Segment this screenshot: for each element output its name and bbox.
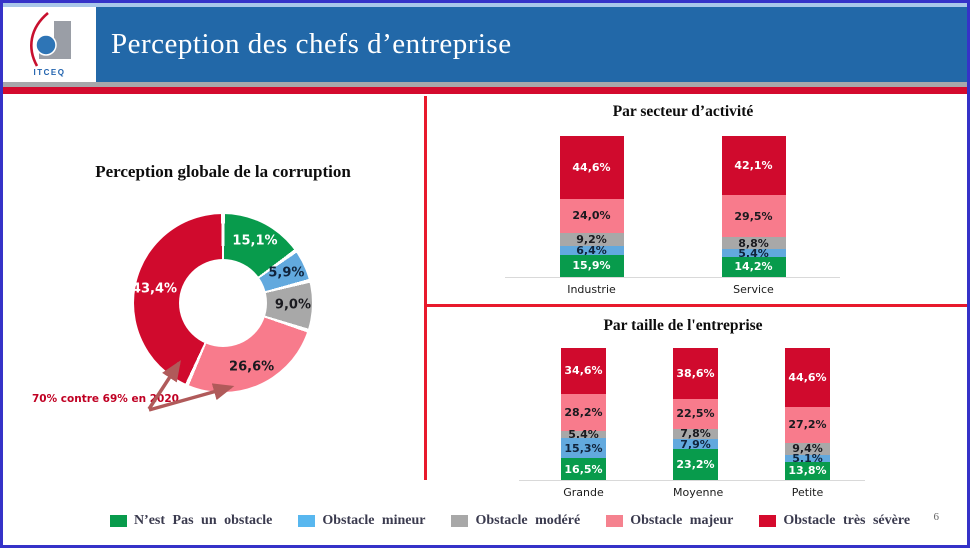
stacked-bar: 15,9% 6,4% 9,2% 24,0% 44,6% bbox=[559, 135, 624, 277]
legend-swatch bbox=[451, 515, 469, 527]
legend-item: Obstacle mineur bbox=[298, 513, 425, 529]
bar-segment: 9,2% bbox=[559, 232, 624, 246]
legend-swatch bbox=[606, 515, 624, 527]
donut-chart-title: Perception globale de la corruption bbox=[95, 162, 351, 181]
legend-swatch bbox=[759, 515, 777, 527]
bar-segment: 44,6% bbox=[785, 347, 830, 407]
size-chart-bars: 16,5% 15,3% 5,4% 28,2% 34,6% 23,2% 7,9% 7,8% 22,… bbox=[424, 347, 967, 480]
bar-segment: 6,4% bbox=[559, 245, 624, 256]
top-accent-strip bbox=[3, 3, 967, 7]
header: ITCEQ Perception des chefs d’entreprise bbox=[3, 7, 967, 82]
bar-segment: 5,4% bbox=[721, 248, 786, 258]
donut-segment-label: 26,6% bbox=[229, 359, 275, 375]
donut-hole bbox=[179, 259, 267, 347]
legend-swatch bbox=[109, 515, 127, 527]
bar-segment: 13,8% bbox=[785, 461, 830, 480]
bar-segment: 7,8% bbox=[673, 428, 718, 439]
size-chart-axis bbox=[519, 480, 865, 481]
stacked-bar: 13,8% 5,1% 9,4% 27,2% 44,6% bbox=[785, 347, 830, 480]
itceq-logo: ITCEQ bbox=[3, 7, 96, 82]
itceq-logo-mark bbox=[29, 12, 71, 67]
bar-segment: 8,8% bbox=[721, 236, 786, 250]
category-label: Moyenne bbox=[673, 486, 724, 499]
bar-segment: 15,9% bbox=[559, 254, 624, 277]
donut-segment-label: 43,4% bbox=[131, 281, 178, 297]
bar-segment: 38,6% bbox=[673, 348, 718, 399]
page-title: Perception des chefs d’entreprise bbox=[111, 28, 512, 60]
annotation-arrows bbox=[147, 360, 235, 412]
stacked-bar: 16,5% 15,3% 5,4% 28,2% 34,6% bbox=[561, 348, 606, 480]
legend-label: Obstacle majeur bbox=[630, 513, 734, 528]
bar-segment: 9,4% bbox=[785, 442, 830, 456]
page-number: 6 bbox=[933, 511, 940, 523]
itceq-logo-text: ITCEQ bbox=[33, 68, 66, 77]
category-label: Petite bbox=[791, 486, 824, 499]
bar-segment: 24,0% bbox=[559, 198, 624, 233]
donut-segment-label: 9,0% bbox=[274, 297, 311, 313]
legend-item: N’est Pas un obstacle bbox=[109, 513, 273, 529]
bar-segment: 5,1% bbox=[785, 453, 830, 464]
sector-chart-bars: 15,9% 6,4% 9,2% 24,0% 44,6% 14,2% 5,4% 8,8% 29,5… bbox=[401, 135, 944, 277]
category-label: Industrie bbox=[567, 283, 616, 296]
gray-divider-strip bbox=[3, 82, 967, 87]
header-title-bar: Perception des chefs d’entreprise bbox=[96, 7, 967, 82]
horizontal-divider bbox=[424, 304, 967, 307]
size-chart-categories: Grande Moyenne Petite bbox=[424, 486, 967, 499]
bar-segment: 16,5% bbox=[561, 458, 606, 480]
category-label: Grande bbox=[563, 486, 604, 499]
content-area: Perception globale de la corruption 15,1… bbox=[3, 94, 967, 545]
sector-chart-categories: Industrie Service bbox=[401, 283, 944, 296]
bar-segment: 22,5% bbox=[673, 399, 718, 429]
legend-swatch bbox=[298, 515, 316, 527]
bar-segment: 29,5% bbox=[721, 195, 786, 237]
donut-segment-label: 15,1% bbox=[232, 233, 278, 249]
bar-segment: 27,2% bbox=[785, 406, 830, 443]
legend-label: Obstacle très sévère bbox=[783, 513, 911, 528]
annotation-text: 70% contre 69% en 2020 bbox=[32, 393, 179, 405]
bar-segment: 5,4% bbox=[561, 429, 606, 440]
bar-segment: 28,2% bbox=[561, 393, 606, 431]
legend-label: Obstacle mineur bbox=[322, 513, 426, 528]
legend-item: Obstacle majeur bbox=[606, 513, 733, 529]
legend-label: Obstacle modéré bbox=[475, 513, 581, 528]
stacked-bar: 14,2% 5,4% 8,8% 29,5% 42,1% bbox=[721, 136, 786, 277]
donut-segment-label: 5,9% bbox=[268, 265, 305, 281]
bar-segment: 34,6% bbox=[561, 348, 606, 394]
legend-label: N’est Pas un obstacle bbox=[133, 513, 273, 528]
sector-chart-title: Par secteur d’activité bbox=[612, 103, 754, 120]
legend-item: Obstacle très sévère bbox=[759, 513, 910, 529]
bar-segment: 14,2% bbox=[721, 256, 786, 277]
bar-segment: 44,6% bbox=[559, 135, 624, 199]
size-chart-title: Par taille de l'entreprise bbox=[603, 317, 763, 334]
bar-segment: 42,1% bbox=[721, 136, 786, 196]
bar-segment: 15,3% bbox=[561, 438, 606, 459]
vertical-divider bbox=[424, 96, 427, 480]
legend: N’est Pas un obstacle Obstacle mineur Obst… bbox=[63, 513, 957, 529]
legend-item: Obstacle modéré bbox=[451, 513, 580, 529]
red-divider-strip bbox=[3, 87, 967, 94]
stacked-bar: 23,2% 7,9% 7,8% 22,5% 38,6% bbox=[673, 348, 718, 480]
category-label: Service bbox=[733, 283, 774, 296]
bar-segment: 23,2% bbox=[673, 449, 718, 480]
bar-segment: 7,9% bbox=[673, 438, 718, 450]
sector-chart-axis bbox=[505, 277, 840, 278]
